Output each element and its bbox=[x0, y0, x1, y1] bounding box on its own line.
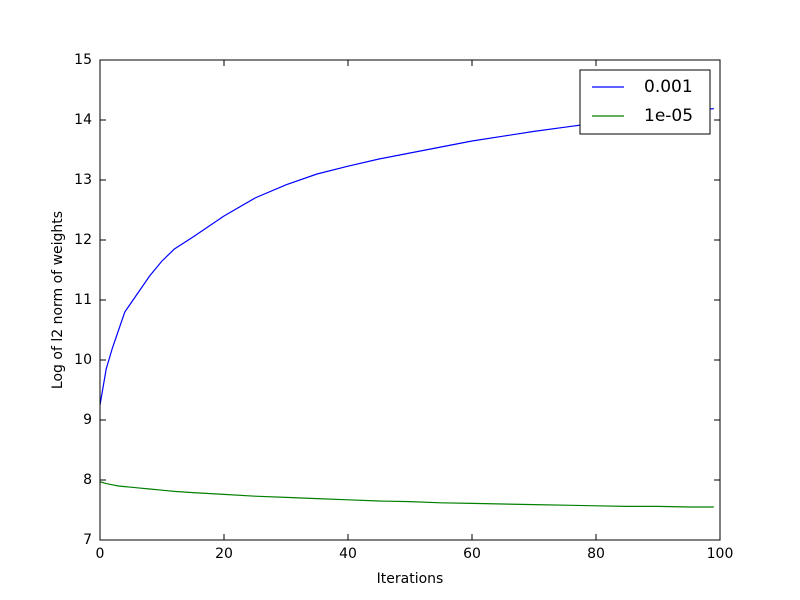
x-tick-label: 0 bbox=[96, 546, 105, 562]
legend-label: 1e-05 bbox=[644, 106, 693, 126]
x-axis-label: Iterations bbox=[377, 571, 444, 587]
y-tick-label: 11 bbox=[74, 292, 92, 308]
x-tick-label: 40 bbox=[339, 546, 357, 562]
legend-label: 0.001 bbox=[644, 77, 693, 97]
x-tick-label: 100 bbox=[707, 546, 734, 562]
y-tick-label: 10 bbox=[74, 352, 92, 368]
x-tick-label: 60 bbox=[463, 546, 481, 562]
x-tick-label: 80 bbox=[587, 546, 605, 562]
y-tick-label: 7 bbox=[83, 532, 92, 548]
y-tick-label: 12 bbox=[74, 232, 92, 248]
legend-box bbox=[579, 69, 711, 135]
y-tick-label: 9 bbox=[83, 412, 92, 428]
y-tick-label: 8 bbox=[83, 472, 92, 488]
x-tick-label: 20 bbox=[215, 546, 233, 562]
y-tick-label: 13 bbox=[74, 172, 92, 188]
y-axis-label: Log of l2 norm of weights bbox=[50, 211, 66, 389]
y-tick-label: 15 bbox=[74, 52, 92, 68]
y-tick-label: 14 bbox=[74, 112, 92, 128]
line-series bbox=[99, 481, 714, 508]
plot-frame bbox=[99, 59, 721, 541]
